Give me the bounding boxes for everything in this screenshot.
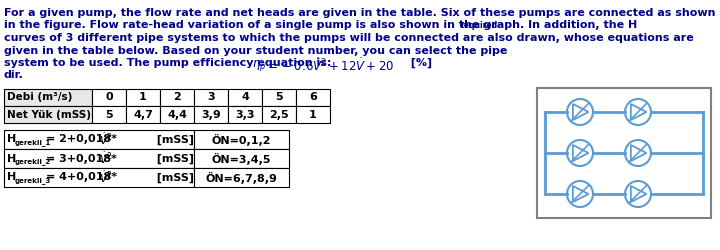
Text: gerekli_3: gerekli_3 — [15, 177, 51, 184]
Bar — [262, 106, 296, 123]
Text: H: H — [7, 172, 17, 182]
Text: $\dot{V}^2$: $\dot{V}^2$ — [99, 169, 113, 185]
Text: 0: 0 — [105, 92, 113, 102]
Text: required: required — [460, 22, 497, 30]
Text: 4,4: 4,4 — [167, 110, 187, 120]
Text: [mSS]: [mSS] — [149, 134, 194, 145]
Bar — [4, 149, 194, 168]
Bar — [228, 106, 262, 123]
Text: dir.: dir. — [4, 70, 24, 81]
Text: [%]: [%] — [403, 58, 432, 68]
Text: [mSS]: [mSS] — [149, 172, 194, 183]
Bar — [194, 106, 228, 123]
Text: 4: 4 — [241, 92, 249, 102]
Bar — [160, 106, 194, 123]
Text: H: H — [7, 154, 17, 164]
Text: ÖN=0,1,2: ÖN=0,1,2 — [212, 134, 271, 145]
Text: $= -0.6\dot{V}^2 + 12\dot{V} + 20$: $= -0.6\dot{V}^2 + 12\dot{V} + 20$ — [265, 58, 395, 74]
Bar — [296, 106, 330, 123]
Text: 4,7: 4,7 — [133, 110, 153, 120]
Text: curves of 3 different pipe systems to which the pumps will be connected are also: curves of 3 different pipe systems to wh… — [4, 33, 694, 43]
Text: = 3+0,018*: = 3+0,018* — [46, 154, 117, 164]
Text: 3,9: 3,9 — [201, 110, 221, 120]
Text: ÖN=6,7,8,9: ÖN=6,7,8,9 — [206, 172, 277, 183]
Text: Net Yük (mSS): Net Yük (mSS) — [7, 110, 91, 120]
Bar — [194, 130, 289, 149]
Bar — [92, 106, 126, 123]
Bar — [228, 89, 262, 106]
Bar — [4, 130, 194, 149]
Text: $\dot{V}^2$: $\dot{V}^2$ — [99, 131, 113, 147]
Bar — [194, 89, 228, 106]
Text: [mSS]: [mSS] — [149, 153, 194, 164]
Bar — [126, 106, 160, 123]
Text: ÖN=3,4,5: ÖN=3,4,5 — [212, 152, 271, 164]
Text: = 2+0,018*: = 2+0,018* — [46, 134, 117, 144]
Text: 1: 1 — [309, 110, 317, 120]
Text: in the figure. Flow rate-head variation of a single pump is also shown in the gr: in the figure. Flow rate-head variation … — [4, 20, 637, 30]
Text: given in the table below. Based on your student number, you can select the pipe: given in the table below. Based on your … — [4, 46, 508, 56]
Bar — [262, 89, 296, 106]
Bar — [92, 89, 126, 106]
Bar — [4, 168, 194, 187]
Text: 5: 5 — [105, 110, 113, 120]
Text: 3: 3 — [207, 92, 215, 102]
Bar — [4, 89, 92, 106]
Bar — [4, 106, 92, 123]
Text: 2,5: 2,5 — [269, 110, 289, 120]
Bar — [296, 89, 330, 106]
Text: gerekli_1: gerekli_1 — [15, 139, 51, 146]
Text: = 4+0,018*: = 4+0,018* — [46, 172, 117, 182]
Text: $\dot{V}^2$: $\dot{V}^2$ — [99, 150, 113, 166]
Text: 5: 5 — [275, 92, 283, 102]
Text: $\eta_p$: $\eta_p$ — [252, 58, 266, 73]
Text: gerekli_2: gerekli_2 — [15, 158, 51, 165]
Bar — [194, 149, 289, 168]
Text: 6: 6 — [309, 92, 317, 102]
Bar — [160, 89, 194, 106]
Text: 1: 1 — [139, 92, 147, 102]
Text: Debi (m³/s): Debi (m³/s) — [7, 92, 73, 102]
Bar — [126, 89, 160, 106]
Text: 2: 2 — [173, 92, 181, 102]
Bar — [537, 88, 711, 218]
Text: 3,3: 3,3 — [235, 110, 255, 120]
Text: For a given pump, the flow rate and net heads are given in the table. Six of the: For a given pump, the flow rate and net … — [4, 8, 716, 18]
Text: H: H — [7, 134, 17, 144]
Text: system to be used. The pump efficiency equation is:: system to be used. The pump efficiency e… — [4, 58, 336, 68]
Bar — [194, 168, 289, 187]
